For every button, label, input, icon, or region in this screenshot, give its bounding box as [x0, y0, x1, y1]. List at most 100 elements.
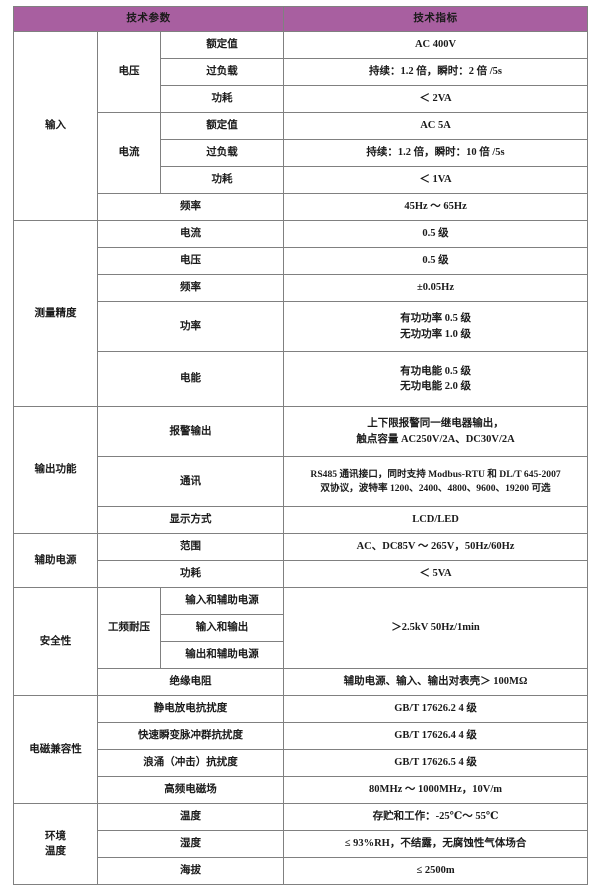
value-line: 触点容量 AC250V/2A、DC30V/2A	[356, 433, 515, 445]
item-label: 输入和辅助电源	[159, 587, 285, 615]
table-row: 通讯 RS485 通讯接口，同时支持 Modbus-RTU 和 DL/T 645…	[14, 456, 589, 507]
table-row: 输出功能 报警输出 上下限报警同一继电器输出， 触点容量 AC250V/2A、D…	[13, 406, 589, 534]
table-row: 海拔 ≤ 2500m	[14, 857, 589, 885]
table-row: 过负载 持续：1.2 倍，瞬时：10 倍 /5s	[14, 139, 589, 167]
value-line: RS485 通讯接口，同时支持 Modbus-RTU 和 DL/T 645-20…	[310, 468, 561, 480]
table-row: 辅助电源 范围 AC、DC85V ～ 265V，50Hz/60Hz	[13, 533, 589, 588]
item-label: 报警输出	[96, 406, 285, 457]
section-label-input: 输入	[13, 31, 98, 221]
table-row: 电磁兼容性 静电放电抗扰度 GB/T 17626.2 4 级	[13, 695, 589, 804]
item-label: 功率	[96, 301, 285, 352]
section-label-accuracy: 测量精度	[13, 220, 98, 407]
table-row: 高频电磁场 80MHz ～ 1000MHz，10V/m	[14, 776, 589, 804]
item-label: 电压	[96, 247, 285, 275]
item-value: ＜ 1VA	[283, 166, 589, 194]
table-row: 浪涌（冲击）抗扰度 GB/T 17626.5 4 级	[14, 749, 589, 777]
section-label-line: 环境	[45, 830, 66, 842]
item-value: RS485 通讯接口，同时支持 Modbus-RTU 和 DL/T 645-20…	[283, 456, 589, 507]
item-label: 电流	[96, 220, 285, 248]
item-label: 静电放电抗扰度	[96, 695, 285, 723]
item-label: 温度	[96, 803, 285, 831]
table-row: 功耗 ＜ 5VA	[14, 560, 589, 588]
item-label: 浪涌（冲击）抗扰度	[96, 749, 285, 777]
value-line: 无功功率 1.0 级	[400, 328, 471, 340]
item-label: 显示方式	[96, 506, 285, 534]
table-row: 功率 有功功率 0.5 级 无功功率 1.0 级	[14, 301, 589, 352]
table-row: 电流 额定值 AC 5A	[14, 112, 589, 194]
item-label: 绝缘电阻	[96, 668, 285, 696]
item-value: GB/T 17626.5 4 级	[283, 749, 589, 777]
group-label-voltage: 电压	[97, 31, 161, 113]
section-label-emc: 电磁兼容性	[13, 695, 98, 804]
item-value: 辅助电源、输入、输出对表壳＞ 100MΩ	[283, 668, 589, 696]
item-label: 范围	[96, 533, 285, 561]
item-value: 持续：1.2 倍，瞬时：2 倍 /5s	[283, 58, 589, 86]
item-value-merged: ＞2.5kV 50Hz/1min	[283, 587, 589, 669]
table-row: 输入 电压 额定值 AC 400V	[13, 31, 589, 221]
table-row: 测量精度 电流 0.5 级	[13, 220, 589, 407]
table-row: 频率 ±0.05Hz	[14, 274, 589, 302]
section-label-output: 输出功能	[13, 406, 98, 534]
item-value: 上下限报警同一继电器输出， 触点容量 AC250V/2A、DC30V/2A	[283, 406, 589, 457]
item-label: 海拔	[96, 857, 285, 885]
item-label: 过负载	[159, 58, 285, 86]
group-label-dielectric-strength: 工频耐压	[97, 587, 161, 669]
item-value: ≤ 93%RH，不结露，无腐蚀性气体场合	[283, 830, 589, 858]
table-row: 功耗 ＜ 2VA	[14, 85, 589, 113]
table-row: 电能 有功电能 0.5 级 无功电能 2.0 级	[14, 351, 589, 407]
item-value: 有功电能 0.5 级 无功电能 2.0 级	[283, 351, 589, 407]
table-row: 安全性 工频耐压 输入和辅助电源 ＞2.5kV 50Hz/1min	[13, 587, 589, 696]
section-label-line: 温度	[45, 846, 66, 857]
item-label: 输入和输出	[159, 614, 285, 642]
item-value: AC、DC85V ～ 265V，50Hz/60Hz	[283, 533, 589, 561]
table-header-row: 技术参数 技术指标	[12, 6, 589, 32]
value-line: 有功电能 0.5 级	[400, 365, 471, 377]
item-label: 频率	[96, 193, 285, 221]
item-value: AC 5A	[283, 112, 589, 140]
item-label: 功耗	[159, 166, 285, 194]
technical-specification-table: 技术参数 技术指标 输入 电压 额定值 AC 400V 过负载 持续：1.2 倍…	[12, 6, 589, 885]
table-row: 湿度 ≤ 93%RH，不结露，无腐蚀性气体场合	[14, 830, 589, 858]
value-line: 有功功率 0.5 级	[400, 313, 471, 325]
item-label: 过负载	[159, 139, 285, 167]
item-value: GB/T 17626.2 4 级	[283, 695, 589, 723]
table-row: 环境 温度 温度 存贮和工作：-25℃～ 55℃	[13, 803, 589, 885]
item-value: ±0.05Hz	[283, 274, 589, 302]
header-specification: 技术指标	[283, 6, 589, 32]
item-value: AC 400V	[283, 31, 589, 59]
item-label: 电能	[96, 351, 285, 407]
item-label: 输出和辅助电源	[159, 641, 285, 669]
header-parameter: 技术参数	[12, 6, 285, 32]
item-label: 功耗	[96, 560, 285, 588]
group-label-current: 电流	[97, 112, 161, 194]
table-row: 频率 45Hz ～ 65Hz	[14, 193, 589, 221]
section-label-environment: 环境 温度	[13, 803, 98, 885]
item-value: 0.5 级	[283, 220, 589, 248]
item-value: 0.5 级	[283, 247, 589, 275]
table-row: 输入和输出	[14, 614, 588, 642]
table-row: 输出和辅助电源	[14, 641, 588, 669]
value-line: 双协议，波特率 1200、2400、4800、9600、19200 可选	[320, 482, 551, 494]
section-label-aux-power: 辅助电源	[13, 533, 98, 588]
item-label: 通讯	[96, 456, 285, 507]
item-value: 有功功率 0.5 级 无功功率 1.0 级	[283, 301, 589, 352]
item-value: 存贮和工作：-25℃～ 55℃	[283, 803, 589, 831]
table-row: 绝缘电阻 辅助电源、输入、输出对表壳＞ 100MΩ	[14, 668, 589, 696]
item-label: 频率	[96, 274, 285, 302]
item-value: 80MHz ～ 1000MHz，10V/m	[283, 776, 589, 804]
item-value: 45Hz ～ 65Hz	[283, 193, 589, 221]
value-line: 上下限报警同一继电器输出，	[367, 418, 504, 430]
item-label: 湿度	[96, 830, 285, 858]
section-label-safety: 安全性	[13, 587, 98, 696]
item-label: 高频电磁场	[96, 776, 285, 804]
item-value: 持续：1.2 倍，瞬时：10 倍 /5s	[283, 139, 589, 167]
item-value: ≤ 2500m	[283, 857, 589, 885]
item-label: 功耗	[159, 85, 285, 113]
value-line: 无功电能 2.0 级	[400, 381, 471, 392]
item-value: ＜ 2VA	[283, 85, 589, 113]
table-row: 显示方式 LCD/LED	[14, 506, 589, 534]
item-label: 额定值	[159, 112, 285, 140]
item-value: ＜ 5VA	[283, 560, 589, 588]
item-value: LCD/LED	[283, 506, 589, 534]
item-label: 额定值	[159, 31, 285, 59]
